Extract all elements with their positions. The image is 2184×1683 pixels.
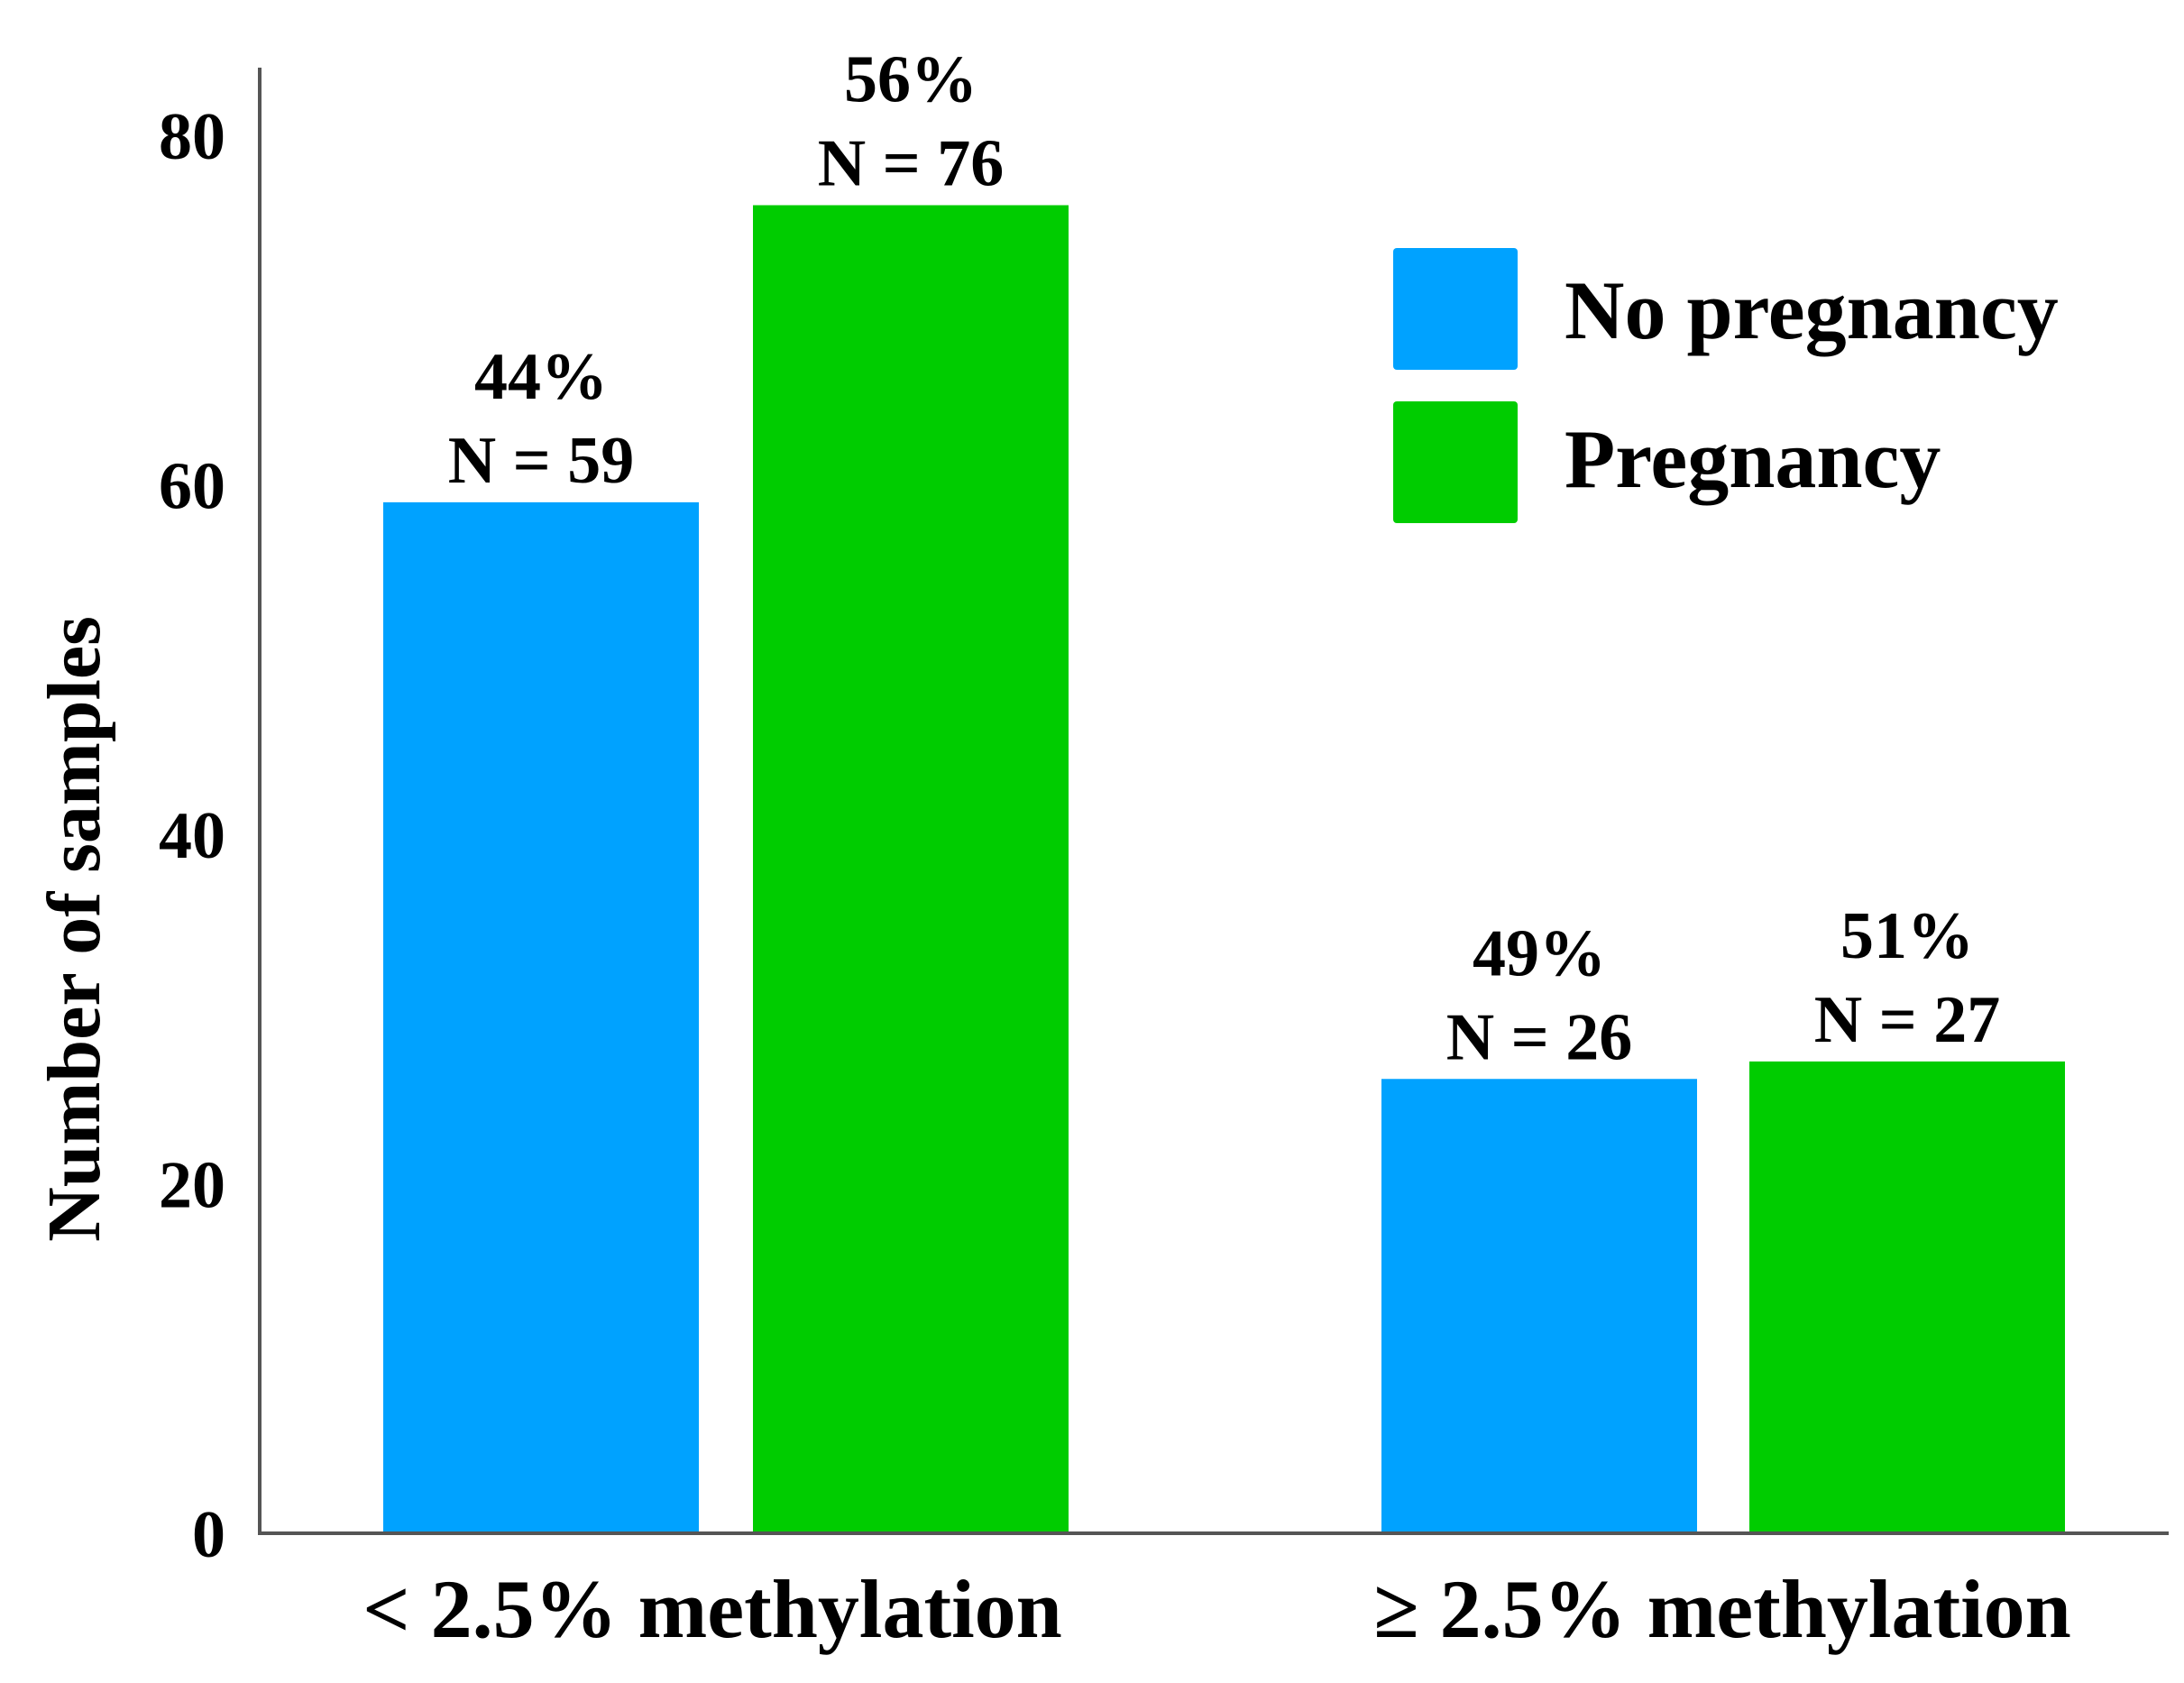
y-tick-label-40: 40 bbox=[159, 799, 225, 873]
n-label-pregnancy-cat2: N = 27 bbox=[1814, 983, 2001, 1057]
y-axis-title: Number of samples bbox=[32, 616, 116, 1242]
y-tick-label-20: 20 bbox=[159, 1149, 225, 1223]
y-tick-label-80: 80 bbox=[159, 100, 225, 174]
legend: No pregnancy Pregnancy bbox=[1393, 248, 2059, 523]
y-tick-label-0: 0 bbox=[192, 1498, 225, 1572]
percent-label-pregnancy-cat1: 56% bbox=[844, 43, 977, 117]
legend-label-no-pregnancy: No pregnancy bbox=[1565, 264, 2059, 356]
n-label-no-pregnancy-cat1: N = 59 bbox=[448, 424, 635, 498]
percent-label-no-pregnancy-cat1: 44% bbox=[474, 340, 608, 414]
legend-swatch-no-pregnancy bbox=[1393, 248, 1518, 370]
bar-no-pregnancy-cat1 bbox=[383, 501, 699, 1533]
percent-label-pregnancy-cat2: 51% bbox=[1840, 899, 1974, 973]
legend-swatch-pregnancy bbox=[1393, 401, 1518, 523]
percent-label-no-pregnancy-cat2: 49% bbox=[1473, 916, 1606, 990]
data-labels-group: 44% N = 59 49% N = 26 56% N = 76 51% N = 27 bbox=[448, 43, 2001, 1075]
n-label-pregnancy-cat1: N = 76 bbox=[818, 127, 1005, 201]
bar-no-pregnancy-cat2 bbox=[1381, 1079, 1697, 1533]
n-label-no-pregnancy-cat2: N = 26 bbox=[1446, 1000, 1633, 1074]
y-tick-labels: 0 20 40 60 80 bbox=[159, 100, 225, 1572]
category-label-high-methylation: ≥ 2.5% methylation bbox=[1373, 1563, 2071, 1655]
y-tick-label-60: 60 bbox=[159, 450, 225, 524]
bar-pregnancy-cat2 bbox=[1749, 1061, 2065, 1533]
legend-label-pregnancy: Pregnancy bbox=[1565, 413, 1941, 505]
bar-pregnancy-cat1 bbox=[753, 205, 1069, 1533]
category-label-low-methylation: < 2.5% methylation bbox=[362, 1563, 1062, 1655]
bars-group bbox=[383, 205, 2065, 1533]
